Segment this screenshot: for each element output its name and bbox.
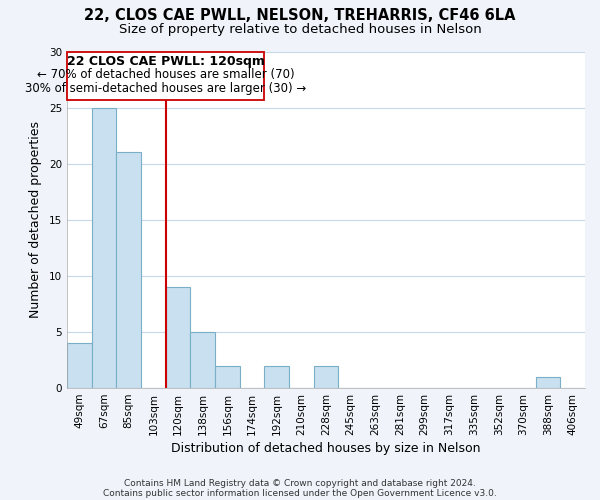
FancyBboxPatch shape [67, 52, 265, 100]
Text: Contains public sector information licensed under the Open Government Licence v3: Contains public sector information licen… [103, 489, 497, 498]
X-axis label: Distribution of detached houses by size in Nelson: Distribution of detached houses by size … [171, 442, 481, 455]
Bar [265, 366, 289, 388]
Bar [92, 108, 116, 388]
Bar [536, 377, 560, 388]
Text: Size of property relative to detached houses in Nelson: Size of property relative to detached ho… [119, 22, 481, 36]
Bar [116, 152, 141, 388]
Text: ← 70% of detached houses are smaller (70): ← 70% of detached houses are smaller (70… [37, 68, 295, 81]
Text: Contains HM Land Registry data © Crown copyright and database right 2024.: Contains HM Land Registry data © Crown c… [124, 478, 476, 488]
Bar [190, 332, 215, 388]
Bar [166, 287, 190, 388]
Text: 30% of semi-detached houses are larger (30) →: 30% of semi-detached houses are larger (… [25, 82, 307, 95]
Bar [67, 343, 92, 388]
Y-axis label: Number of detached properties: Number of detached properties [29, 122, 42, 318]
Bar [215, 366, 240, 388]
Text: 22, CLOS CAE PWLL, NELSON, TREHARRIS, CF46 6LA: 22, CLOS CAE PWLL, NELSON, TREHARRIS, CF… [84, 8, 516, 22]
Text: 22 CLOS CAE PWLL: 120sqm: 22 CLOS CAE PWLL: 120sqm [67, 55, 265, 68]
Bar [314, 366, 338, 388]
